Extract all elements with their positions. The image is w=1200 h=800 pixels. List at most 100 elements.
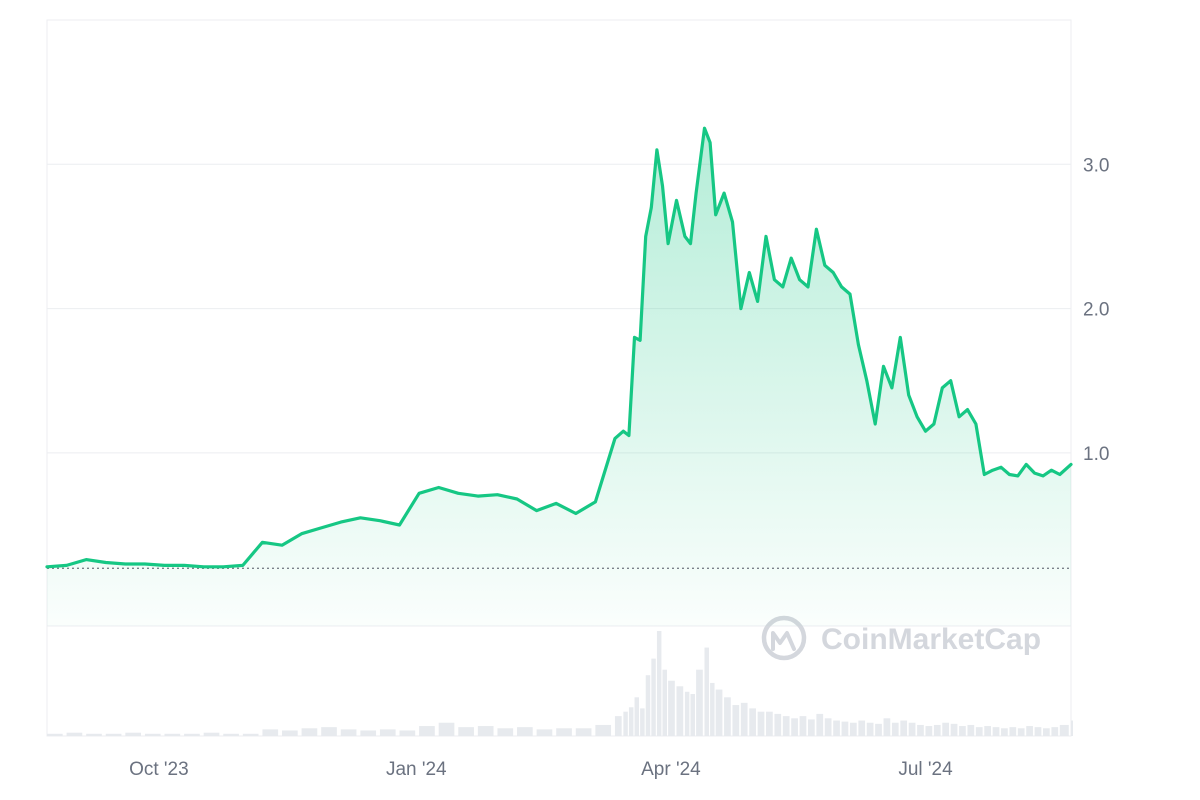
volume-bar — [614, 716, 622, 736]
volume-bar — [536, 729, 553, 736]
volume-bar — [645, 675, 651, 736]
volume-bar — [458, 727, 474, 736]
x-tick-label: Apr '24 — [641, 759, 701, 780]
volume-bar — [399, 730, 416, 736]
volume-bar — [340, 729, 357, 736]
volume-bar — [575, 728, 592, 736]
volume-bar — [477, 726, 494, 736]
watermark: CoinMarketCap — [761, 615, 1041, 661]
x-tick-label: Jan '24 — [386, 759, 447, 780]
volume-bar — [1017, 728, 1025, 736]
volume-bar — [634, 697, 640, 736]
volume-bar — [676, 686, 684, 736]
volume-bar — [1059, 724, 1069, 736]
volume-bar — [984, 726, 991, 736]
volume-bars — [47, 631, 1073, 736]
volume-bar — [125, 732, 142, 736]
volume-bar — [875, 723, 882, 736]
volume-bar — [933, 724, 941, 736]
volume-bar — [517, 727, 533, 736]
volume-bar — [908, 722, 916, 736]
volume-bar — [662, 669, 667, 736]
volume-bar — [379, 729, 396, 736]
volume-bar — [497, 728, 514, 736]
volume-bar — [556, 728, 572, 736]
volume-bar — [184, 733, 200, 736]
y-tick-label: 2.0 — [1083, 300, 1109, 321]
volume-bar — [883, 718, 891, 736]
volume-bar — [975, 727, 983, 736]
volume-bar — [1034, 727, 1042, 736]
volume-bar — [144, 733, 161, 736]
volume-bar — [301, 728, 318, 736]
volume-bar — [86, 733, 102, 736]
volume-bar — [262, 729, 279, 736]
volume-bar — [1009, 727, 1017, 736]
volume-bar — [1001, 728, 1008, 736]
volume-bar — [992, 727, 1000, 736]
volume-bar — [595, 724, 612, 736]
volume-bar — [950, 723, 958, 736]
volume-bar — [824, 718, 832, 736]
price-area-fill — [47, 128, 1071, 626]
volume-bar — [866, 722, 874, 736]
volume-bar — [651, 658, 656, 736]
volume-bar — [816, 713, 824, 736]
y-tick-label: 3.0 — [1083, 155, 1109, 176]
volume-bar — [640, 708, 645, 736]
volume-bar — [749, 708, 756, 736]
volume-bar — [808, 719, 815, 736]
volume-bar — [696, 669, 703, 736]
volume-bar — [841, 721, 849, 736]
volume-bar — [242, 733, 259, 736]
volume-bar — [774, 713, 782, 736]
y-axis-tick-labels: 1.0 2.0 3.0 — [1083, 155, 1109, 465]
volume-bar — [690, 694, 695, 736]
volume-bar — [849, 722, 857, 736]
volume-bar — [799, 716, 807, 736]
volume-bar — [942, 722, 950, 736]
x-axis-tick-labels: Oct '23 Jan '24 Apr '24 Jul '24 — [129, 759, 953, 780]
volume-bar — [282, 730, 298, 736]
volume-bar — [782, 716, 790, 736]
volume-bar — [900, 720, 908, 736]
price-series-line — [45, 126, 1073, 569]
volume-bar — [668, 680, 675, 736]
volume-bar — [891, 722, 899, 736]
volume-bar — [757, 711, 765, 736]
volume-bar — [1071, 720, 1073, 736]
x-tick-label: Oct '23 — [129, 759, 189, 780]
volume-bar — [623, 711, 628, 736]
watermark-text: CoinMarketCap — [821, 623, 1041, 656]
volume-bar — [959, 726, 966, 736]
volume-bar — [360, 730, 377, 736]
volume-bar — [66, 732, 83, 736]
volume-bar — [223, 733, 239, 736]
volume-bar — [732, 705, 740, 736]
y-tick-label: 1.0 — [1083, 444, 1109, 465]
volume-bar — [321, 727, 337, 736]
volume-bar — [684, 691, 690, 736]
volume-bar — [724, 697, 731, 736]
volume-bar — [740, 702, 748, 736]
volume-bar — [628, 707, 634, 736]
volume-bar — [791, 718, 798, 736]
volume-bar — [1026, 726, 1033, 736]
volume-bar — [47, 733, 63, 736]
x-tick-label: Jul '24 — [898, 759, 953, 780]
volume-bar — [710, 682, 715, 736]
volume-bar — [1043, 728, 1050, 736]
volume-bar — [164, 733, 181, 736]
volume-bar — [656, 631, 662, 736]
volume-bar — [704, 647, 709, 736]
volume-bar — [858, 720, 866, 736]
volume-bar — [438, 722, 455, 736]
volume-bar — [833, 720, 840, 736]
volume-bar — [967, 724, 975, 736]
volume-bar — [419, 726, 435, 736]
volume-bar — [105, 733, 122, 736]
volume-bar — [917, 724, 924, 736]
volume-bar — [203, 732, 220, 736]
volume-bar — [715, 689, 723, 736]
